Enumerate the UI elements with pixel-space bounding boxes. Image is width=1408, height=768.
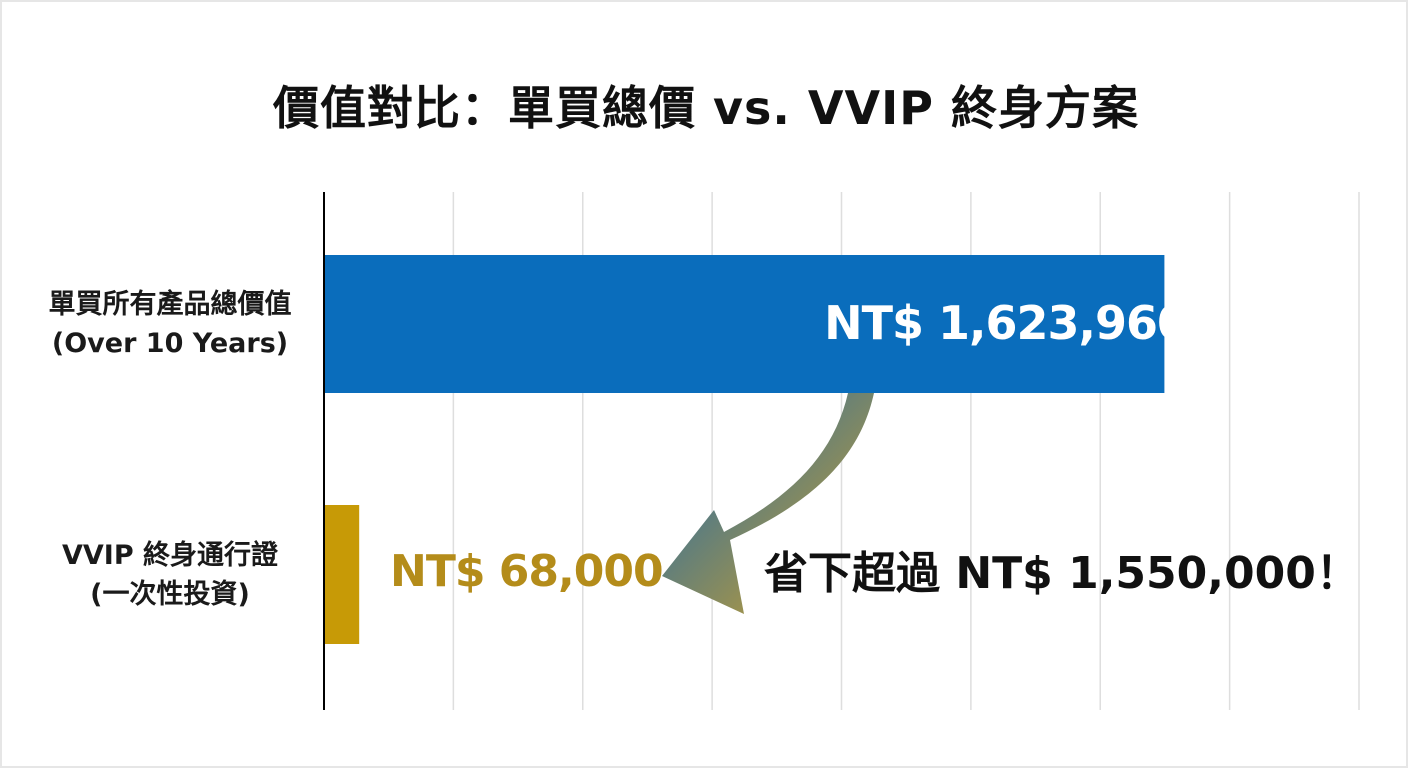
chart-title: 價值對比：單買總價 vs. VVIP 終身方案: [273, 81, 1139, 135]
savings-annotation: 省下超過 NT$ 1,550,000！: [764, 548, 1360, 599]
category-label-vvip-line2: (一次性投資): [90, 579, 250, 611]
category-label-vvip-line1: VVIP 終身通行證: [61, 540, 279, 571]
bar-vvip-pass: [324, 505, 360, 644]
savings-arrow-icon: [662, 393, 874, 614]
category-label-vvip: VVIP 終身通行證 (一次性投資): [20, 536, 320, 614]
category-label-total-line2: (Over 10 Years): [51, 328, 289, 360]
category-label-total-line1: 單買所有產品總價值: [48, 289, 292, 320]
data-label-vvip: NT$ 68,000: [390, 546, 664, 597]
bar-total-value: [324, 255, 1165, 393]
data-label-total: NT$ 1,623,960: [824, 296, 1189, 350]
category-label-total: 單買所有產品總價值 (Over 10 Years): [20, 285, 320, 363]
